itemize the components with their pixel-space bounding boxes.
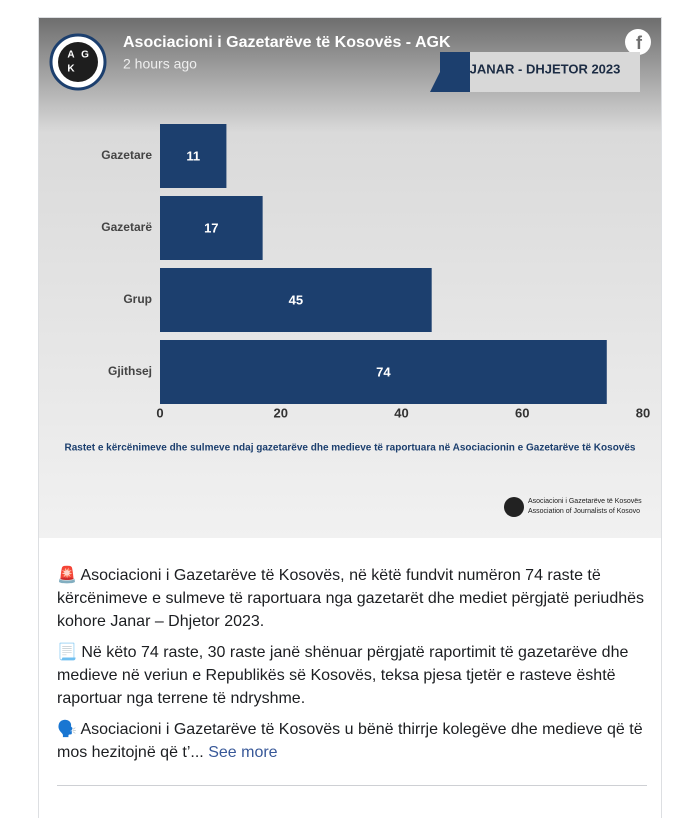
avatar-letter: A: [67, 50, 74, 61]
see-more-link[interactable]: See more: [208, 744, 278, 761]
y-tick-label: Gjithsej: [108, 364, 152, 378]
bar: [160, 196, 263, 260]
paragraph: 🚨 Asociacioni i Gazetarëve të Kosovës, n…: [57, 567, 645, 630]
y-tick-label: Gazetare: [101, 148, 152, 162]
avatar-inner: [58, 42, 98, 82]
bar-value-label: 45: [289, 292, 303, 307]
paragraph: 🗣️ Asociacioni i Gazetarëve të Kosovës u…: [57, 718, 647, 764]
avatar-letter: G: [81, 50, 89, 61]
logo-text: Asociacioni i Gazetarëve të Kosovës: [528, 498, 642, 505]
author-name[interactable]: Asociacioni i Gazetarëve të Kosovës - AG…: [123, 34, 451, 51]
x-tick-label: 80: [636, 405, 650, 420]
bar-value-label: 11: [186, 148, 200, 163]
bar: [160, 268, 432, 332]
chart-caption: Rastet e kërcënimeve dhe sulmeve ndaj ga…: [65, 443, 636, 454]
avatar-letter: K: [67, 64, 75, 75]
x-tick-label: 60: [515, 405, 529, 420]
banner-shape: [430, 52, 470, 92]
y-tick-label: Grup: [123, 292, 152, 306]
x-tick-label: 20: [274, 405, 288, 420]
x-tick-label: 40: [394, 405, 408, 420]
separator: [57, 785, 647, 786]
bar: [160, 124, 227, 188]
facebook-icon[interactable]: [625, 29, 651, 55]
y-tick-label: Gazetarë: [101, 220, 152, 234]
post-card: [38, 17, 662, 818]
paragraph-text: 🗣️ Asociacioni i Gazetarëve të Kosovës u…: [57, 721, 643, 761]
post-time[interactable]: 2 hours ago: [123, 56, 197, 72]
paragraph: 📃 Në këto 74 raste, 30 raste janë shënua…: [57, 644, 629, 707]
logo-icon: [504, 497, 524, 517]
post-text: 🚨 Asociacioni i Gazetarëve të Kosovës, n…: [57, 564, 647, 772]
banner-box: [470, 52, 640, 92]
banner-text: JANAR - DHJETOR 2023: [470, 61, 621, 76]
bar-value-label: 17: [204, 220, 218, 235]
bar-value-label: 74: [376, 364, 391, 379]
facebook-icon-f: f: [636, 33, 643, 53]
logo-text: Association of Journalists of Kosovo: [528, 508, 640, 515]
bar: [160, 340, 607, 404]
x-tick-label: 0: [156, 405, 163, 420]
post-image: A G K Asociacioni i Gazetarëve të Kosovë…: [39, 18, 661, 538]
